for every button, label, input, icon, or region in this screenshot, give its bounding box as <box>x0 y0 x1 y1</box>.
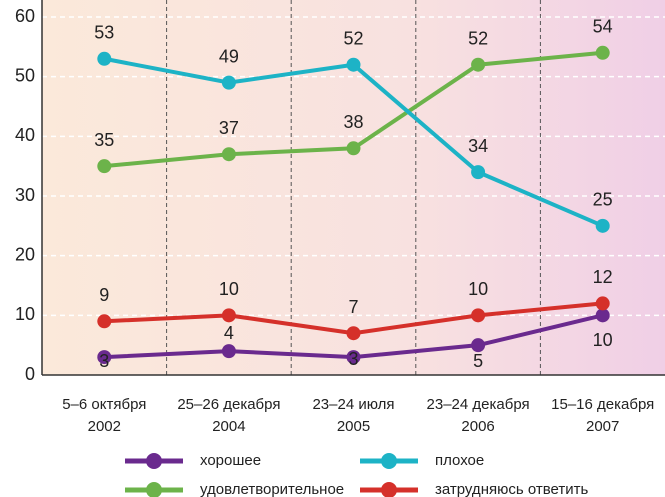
x-tick-label: 2007 <box>586 418 619 435</box>
data-point <box>346 57 361 72</box>
data-label: 35 <box>94 130 114 150</box>
data-point <box>595 308 610 323</box>
x-tick-label: 23–24 июля <box>312 396 394 413</box>
legend-label: затрудняюсь ответить <box>435 481 588 497</box>
data-label: 3 <box>348 349 358 369</box>
data-label: 52 <box>343 28 363 48</box>
legend-label: хорошее <box>200 452 261 469</box>
data-label: 9 <box>99 285 109 305</box>
data-label: 7 <box>348 297 358 317</box>
data-point <box>346 141 361 156</box>
data-point <box>97 51 112 66</box>
data-label: 25 <box>593 190 613 210</box>
x-tick-label: 25–26 декабря <box>177 396 280 413</box>
data-point <box>471 57 486 72</box>
data-label: 3 <box>99 351 109 371</box>
y-tick-label: 60 <box>15 6 35 26</box>
data-point <box>346 350 361 365</box>
data-label: 37 <box>219 118 239 138</box>
y-tick-label: 0 <box>25 364 35 384</box>
x-tick-label: 2004 <box>212 418 245 435</box>
legend-label: плохое <box>435 452 484 469</box>
y-tick-label: 50 <box>15 65 35 85</box>
legend-label: удовлетворительное <box>200 481 344 497</box>
data-point <box>97 314 112 329</box>
data-point <box>221 75 236 90</box>
data-label: 10 <box>593 330 613 350</box>
data-point <box>221 147 236 162</box>
data-point <box>595 296 610 311</box>
y-tick-label: 10 <box>15 304 35 324</box>
data-point <box>221 344 236 359</box>
x-tick-label: 2006 <box>461 418 494 435</box>
x-tick-label: 2002 <box>88 418 121 435</box>
data-label: 49 <box>219 46 239 66</box>
legend-marker <box>146 482 162 497</box>
data-label: 12 <box>593 267 613 287</box>
data-point <box>346 326 361 341</box>
y-tick-label: 40 <box>15 125 35 145</box>
data-point <box>471 308 486 323</box>
data-point <box>97 159 112 174</box>
data-point <box>595 45 610 60</box>
data-point <box>595 218 610 233</box>
data-label: 10 <box>219 279 239 299</box>
legend-marker <box>381 453 397 469</box>
legend-marker <box>381 482 397 497</box>
data-point <box>471 338 486 353</box>
data-label: 52 <box>468 28 488 48</box>
data-point <box>471 165 486 180</box>
data-label: 34 <box>468 136 488 156</box>
data-label: 53 <box>94 23 114 43</box>
x-tick-label: 2005 <box>337 418 370 435</box>
data-label: 10 <box>468 279 488 299</box>
x-tick-label: 15–16 декабря <box>551 396 654 413</box>
x-tick-label: 5–6 октября <box>62 396 146 413</box>
data-label: 4 <box>224 323 234 343</box>
data-label: 54 <box>593 17 613 37</box>
data-label: 38 <box>343 112 363 132</box>
legend-marker <box>146 453 162 469</box>
x-tick-label: 23–24 декабря <box>427 396 530 413</box>
data-point <box>97 350 112 365</box>
data-point <box>221 308 236 323</box>
y-tick-label: 20 <box>15 244 35 264</box>
y-tick-label: 30 <box>15 185 35 205</box>
data-label: 5 <box>473 351 483 371</box>
